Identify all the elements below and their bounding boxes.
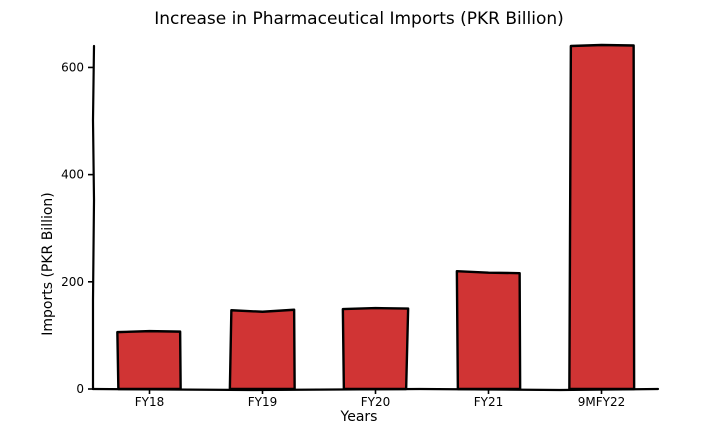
y-tick-label: 0 (76, 382, 84, 396)
y-axis-line (91, 44, 96, 391)
y-tick-label: 600 (61, 60, 84, 74)
bar-fy18 (116, 329, 182, 391)
x-axis-line (91, 387, 660, 392)
x-tick-label: FY20 (361, 395, 391, 409)
bar-fy21 (455, 269, 522, 391)
x-tick-label: FY21 (474, 395, 504, 409)
y-tick-label: 200 (61, 275, 84, 289)
bar-fy19 (228, 308, 296, 391)
x-ticks-group: FY18 FY19 FY20 FY21 9MFY22 (135, 389, 626, 409)
x-tick-label: 9MFY22 (578, 395, 626, 409)
bar-fy20 (341, 306, 410, 391)
chart-title: Increase in Pharmaceutical Imports (PKR … (154, 9, 564, 29)
x-tick-label: FY19 (248, 395, 278, 409)
y-tick-label: 400 (61, 168, 84, 182)
bar-9mfy22 (568, 43, 636, 391)
bars-group (116, 43, 636, 391)
x-tick-label: FY18 (135, 395, 165, 409)
y-axis-label: Imports (PKR Billion) (40, 192, 56, 336)
y-ticks-group: 0 200 400 600 (61, 60, 93, 396)
x-axis-label: Years (340, 409, 378, 425)
